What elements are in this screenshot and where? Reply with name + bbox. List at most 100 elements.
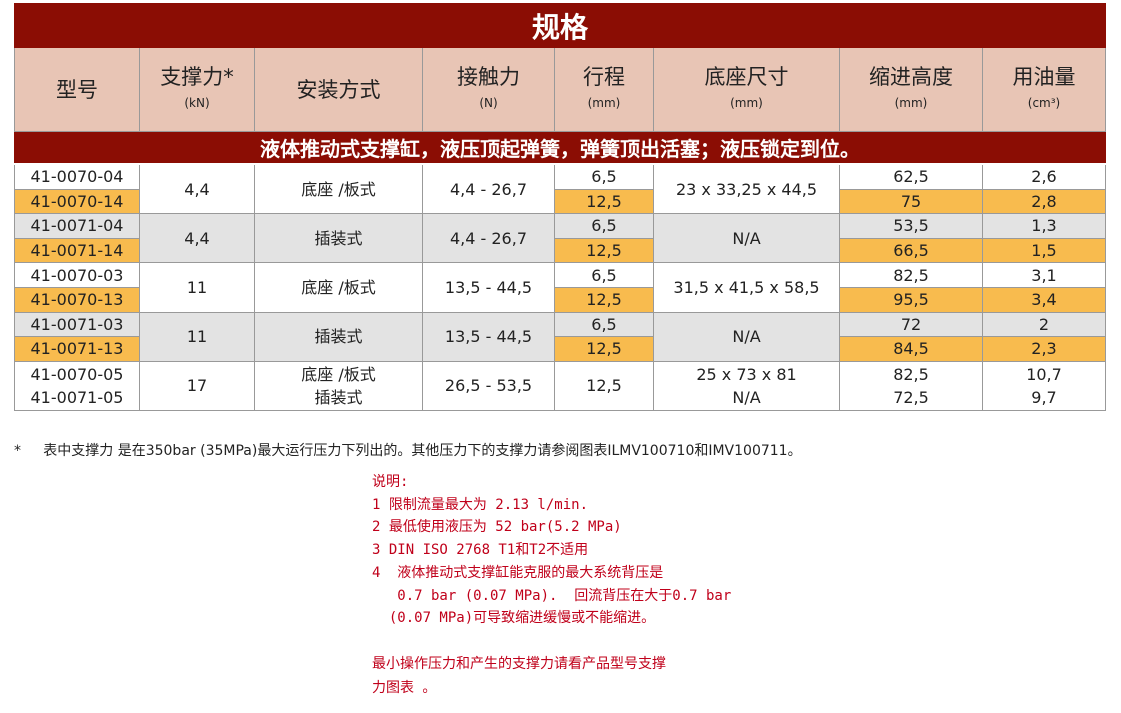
table-cell: 3,4 xyxy=(983,288,1106,313)
cell-text: 41-0071-03 xyxy=(30,314,124,334)
cell-text: 41-0071-04 xyxy=(30,216,124,236)
table-cell: 1,5 xyxy=(983,238,1106,264)
header-label: 底座尺寸 xyxy=(704,64,789,89)
cell-text: 4,4 - 26,7 xyxy=(449,179,527,199)
table-cell: 6,5 xyxy=(555,263,654,288)
table-cell: 12,5 xyxy=(555,189,654,215)
cell-text: 41-0071-13 xyxy=(30,339,124,359)
table-cell: 82,5 72,5 xyxy=(840,361,983,411)
table-cell: 95,5 xyxy=(840,288,983,313)
note-text: (0.07 MPa)可导致缩进缓慢或不能缩进。 xyxy=(372,610,656,627)
title: 规格 xyxy=(531,10,588,44)
note-text: 2 最低使用液压为 52 bar(5.2 MPa) xyxy=(372,519,622,536)
table-cell: 1,3 xyxy=(983,214,1106,239)
cell-text: 底座 /板式 xyxy=(301,364,376,384)
table-cell: 66,5 xyxy=(840,238,983,264)
cell-text: 12,5 xyxy=(586,339,622,359)
table-cell: 41-0070-13 xyxy=(14,288,140,313)
cell-text: 66,5 xyxy=(893,241,929,261)
table-cell: 4,4 - 26,7 xyxy=(423,165,555,215)
header-label: 安装方式 xyxy=(296,77,381,102)
header-unit: (kN) xyxy=(184,95,210,110)
cell-text: 72,5 xyxy=(893,387,929,407)
header-cell: 缩进高度 (mm) xyxy=(840,48,983,132)
table-cell: 17 xyxy=(140,361,255,411)
cell-text: N/A xyxy=(732,228,761,248)
footnote-marker: * xyxy=(14,443,21,459)
header-cell: 用油量 (cm³) xyxy=(983,48,1106,132)
note-line: 4 液体推动式支撑缸能克服的最大系统背压是 xyxy=(372,562,663,582)
table-cell: 62,5 xyxy=(840,165,983,190)
cell-text: 插装式 xyxy=(314,228,363,248)
cell-text: 41-0070-04 xyxy=(30,167,124,187)
note-line: 1 限制流量最大为 2.13 l/min. xyxy=(372,494,588,514)
table-cell: 插装式 xyxy=(255,214,423,264)
table-cell: N/A xyxy=(654,312,840,362)
table-cell: 12,5 xyxy=(555,361,654,411)
header-unit: (cm³) xyxy=(1027,95,1061,110)
cell-text: 41-0070-05 xyxy=(30,364,124,384)
note-text: 力图表 。 xyxy=(372,680,437,696)
cell-text: 17 xyxy=(186,376,208,396)
note-line: 说明: xyxy=(372,471,408,491)
table-cell: 10,7 9,7 xyxy=(983,361,1106,411)
header-label: 缩进高度 xyxy=(869,64,953,89)
table-cell: 4,4 xyxy=(140,214,255,264)
table-cell: 3,1 xyxy=(983,263,1106,288)
note-text: 说明: xyxy=(372,474,409,490)
table-cell: 53,5 xyxy=(840,214,983,239)
cell-text: 2,3 xyxy=(1031,339,1057,359)
cell-text: 84,5 xyxy=(893,339,929,359)
cell-text: N/A xyxy=(732,387,761,407)
table-cell: 4,4 - 26,7 xyxy=(423,214,555,264)
table-cell: 11 xyxy=(140,312,255,362)
table-cell: 11 xyxy=(140,263,255,313)
table-cell: 12,5 xyxy=(555,337,654,362)
table-cell: 26,5 - 53,5 xyxy=(423,361,555,411)
cell-text: 53,5 xyxy=(893,216,929,236)
cell-text: 82,5 xyxy=(893,364,929,384)
table-cell: 41-0070-05 41-0071-05 xyxy=(14,361,140,411)
header-cell: 行程 (mm) xyxy=(555,48,654,132)
cell-text: 底座 /板式 xyxy=(301,179,376,199)
cell-text: 插装式 xyxy=(314,327,363,347)
cell-text: 4,4 xyxy=(184,179,210,199)
subtitle-bar: 液体推动式支撑缸，液压顶起弹簧，弹簧顶出活塞；液压锁定到位。 xyxy=(14,132,1106,163)
cell-text: 41-0071-14 xyxy=(30,241,124,261)
note-text: 1 限制流量最大为 2.13 l/min. xyxy=(372,496,589,513)
cell-text: 6,5 xyxy=(591,216,617,236)
table-cell: 41-0071-03 xyxy=(14,312,140,338)
header-label: 接触力 xyxy=(457,64,520,89)
cell-text: 6,5 xyxy=(591,167,617,187)
cell-text: 11 xyxy=(186,277,208,297)
table-cell: 6,5 xyxy=(555,312,654,338)
table-cell: 72 xyxy=(840,312,983,338)
table-cell: 12,5 xyxy=(555,288,654,313)
cell-text: 2,8 xyxy=(1031,191,1057,211)
table-cell: 底座 /板式 xyxy=(255,263,423,313)
cell-text: 23 x 33,25 x 44,5 xyxy=(675,179,818,199)
table-cell: 6,5 xyxy=(555,214,654,239)
table-cell: 插装式 xyxy=(255,312,423,362)
table-cell: 41-0070-14 xyxy=(14,189,140,215)
cell-text: 6,5 xyxy=(591,265,617,285)
cell-text: 13,5 - 44,5 xyxy=(444,327,533,347)
cell-text: 4,4 - 26,7 xyxy=(449,228,527,248)
table-cell: 25 x 73 x 81 N/A xyxy=(654,361,840,411)
cell-text: 41-0070-13 xyxy=(30,290,124,310)
table-cell: 2 xyxy=(983,312,1106,338)
cell-text: 25 x 73 x 81 xyxy=(696,364,797,384)
header-unit: (mm) xyxy=(587,95,621,110)
table-cell: 6,5 xyxy=(555,165,654,190)
note-text: 4 液体推动式支撑缸能克服的最大系统背压是 xyxy=(372,564,664,581)
cell-text: 3,1 xyxy=(1031,265,1057,285)
cell-text: 9,7 xyxy=(1031,387,1057,407)
table-cell: 23 x 33,25 x 44,5 xyxy=(654,165,840,215)
note-text: 0.7 bar (0.07 MPa). 回流背压在大于0.7 bar xyxy=(372,587,732,604)
table-cell: 底座 /板式 xyxy=(255,165,423,215)
table-cell: 41-0070-03 xyxy=(14,263,140,288)
cell-text: 11 xyxy=(186,327,208,347)
table-cell: 底座 /板式 插装式 xyxy=(255,361,423,411)
note-text: 3 DIN ISO 2768 T1和T2不适用 xyxy=(372,542,589,559)
